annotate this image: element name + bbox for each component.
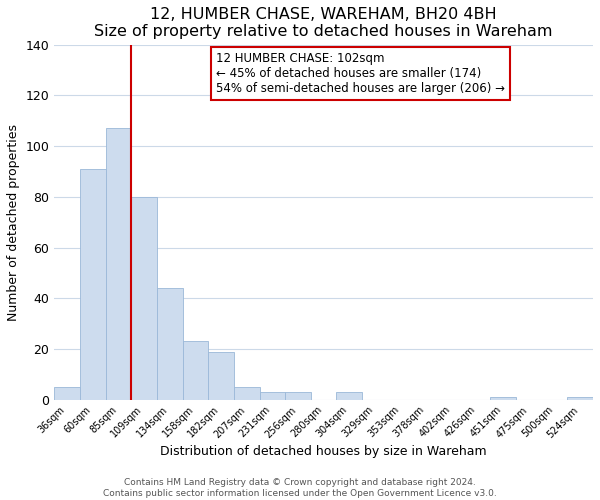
Bar [490,397,516,400]
Bar [568,397,593,400]
Bar [182,342,208,400]
Bar [54,387,80,400]
Bar [131,197,157,400]
Bar [337,392,362,400]
Bar [285,392,311,400]
Bar [106,128,131,400]
Bar [260,392,285,400]
Bar [234,387,260,400]
Bar [208,352,234,400]
X-axis label: Distribution of detached houses by size in Wareham: Distribution of detached houses by size … [160,445,487,458]
Text: 12 HUMBER CHASE: 102sqm
← 45% of detached houses are smaller (174)
54% of semi-d: 12 HUMBER CHASE: 102sqm ← 45% of detache… [216,52,505,95]
Bar [80,169,106,400]
Y-axis label: Number of detached properties: Number of detached properties [7,124,20,320]
Title: 12, HUMBER CHASE, WAREHAM, BH20 4BH
Size of property relative to detached houses: 12, HUMBER CHASE, WAREHAM, BH20 4BH Size… [94,7,553,40]
Text: Contains HM Land Registry data © Crown copyright and database right 2024.
Contai: Contains HM Land Registry data © Crown c… [103,478,497,498]
Bar [157,288,182,400]
